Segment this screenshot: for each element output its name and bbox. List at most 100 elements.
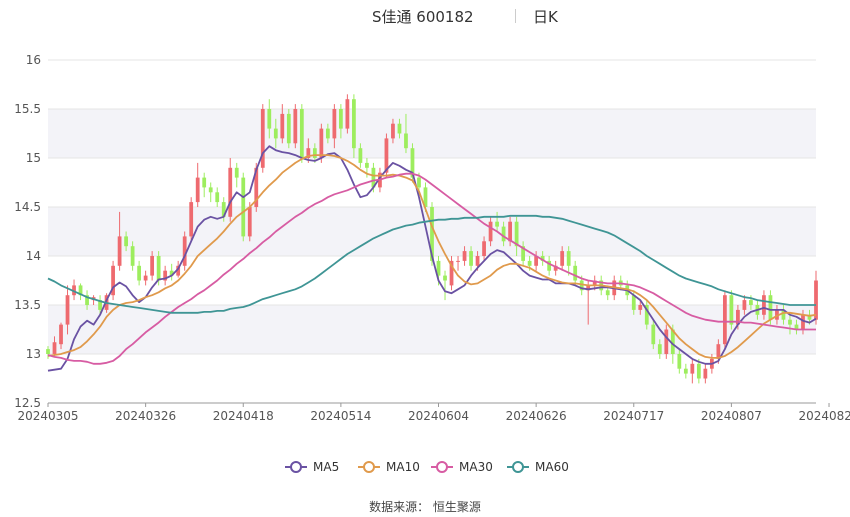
candle-body (195, 177, 200, 203)
candle (404, 113, 408, 154)
plot-band (48, 109, 816, 158)
candle (488, 216, 493, 247)
legend-item-ma10[interactable]: MA10 (358, 460, 420, 474)
candle (202, 172, 207, 198)
candle-body (573, 265, 578, 281)
candle-body (436, 260, 441, 276)
x-tick-label: 20240626 (506, 409, 567, 423)
candle-body (254, 167, 259, 207)
y-tick-label: 14.5 (14, 200, 41, 214)
candle-body (46, 349, 50, 354)
candle (117, 211, 122, 271)
candle (742, 295, 747, 315)
candle (638, 300, 643, 315)
legend-label: MA10 (386, 460, 420, 474)
candle (52, 336, 57, 356)
candle (273, 118, 278, 149)
candle-body (176, 265, 181, 276)
candle (391, 118, 395, 144)
candle (495, 211, 499, 232)
candle-body (52, 342, 57, 354)
y-tick-label: 12.5 (14, 396, 41, 410)
candle-body (534, 256, 539, 266)
candle (729, 290, 734, 330)
candle (703, 363, 708, 384)
candle-body (423, 187, 428, 207)
candle-body (553, 265, 558, 271)
candle-body (156, 256, 161, 281)
candle-body (560, 251, 565, 266)
candle (677, 349, 682, 374)
candle-body (312, 148, 317, 158)
candle (247, 202, 252, 242)
legend-item-ma30[interactable]: MA30 (431, 460, 493, 474)
x-tick-label: 20240604 (408, 409, 469, 423)
candle (352, 94, 356, 158)
candlestick-chart[interactable]: 12.5 13 13.5 14 14.5 15 15.5 16 20240305 2024032… (0, 0, 850, 495)
candle (59, 322, 63, 350)
candle (98, 295, 102, 315)
candle (501, 221, 506, 247)
candle (586, 280, 591, 325)
candle-body (299, 109, 304, 158)
candle (788, 314, 792, 335)
candle-body (137, 265, 142, 281)
legend[interactable]: MA5 MA10 MA30 MA60 (285, 460, 569, 474)
candle-body (234, 167, 239, 178)
legend-marker (363, 461, 375, 473)
legend-label: MA60 (535, 460, 569, 474)
candle (267, 99, 272, 139)
candle (397, 118, 402, 139)
candle-body (124, 236, 128, 247)
series-line-ma30 (47, 172, 816, 365)
candle (651, 319, 656, 350)
candle (228, 158, 233, 222)
candle-body (495, 221, 499, 227)
candle-body (807, 314, 812, 320)
candle-body (130, 246, 135, 266)
candle-body (762, 295, 766, 315)
legend-item-ma60[interactable]: MA60 (507, 460, 569, 474)
candle-body (286, 113, 291, 144)
series-line-ma10 (47, 154, 817, 359)
candle-body (397, 123, 402, 134)
chart-title: S佳通 600182 (372, 8, 474, 26)
candle (521, 241, 526, 266)
candle-body (410, 148, 415, 178)
y-tick-label: 16 (26, 53, 41, 67)
candle-body (462, 251, 467, 261)
candle-body (488, 221, 493, 242)
candle-body (696, 363, 701, 379)
candle-body (345, 99, 350, 129)
candle (319, 123, 324, 163)
candle-body (703, 368, 708, 379)
candle (325, 123, 330, 144)
candle (338, 104, 343, 139)
legend-item-ma5[interactable]: MA5 (285, 460, 339, 474)
candle-body (59, 324, 63, 345)
candle (547, 256, 552, 276)
x-tick-label: 20240717 (603, 409, 664, 423)
candle-body (814, 280, 818, 320)
candle-body (72, 285, 76, 296)
candle-body (78, 285, 83, 296)
series-line-ma5 (47, 145, 817, 372)
candle-body (143, 275, 148, 281)
candle (215, 187, 220, 207)
candle-body (651, 324, 656, 345)
candle (293, 104, 298, 149)
legend-label: MA5 (313, 460, 339, 474)
candle-body (111, 265, 115, 296)
x-tick-label: 20240326 (115, 409, 176, 423)
candle (345, 94, 350, 134)
candle (560, 246, 565, 271)
candle (690, 358, 695, 384)
candle-body (228, 167, 233, 217)
candle-body (371, 167, 376, 188)
candle-body (417, 177, 421, 188)
candle (664, 324, 669, 359)
candle-body (221, 202, 226, 217)
x-tick-label: 20240514 (310, 409, 371, 423)
candle-body (456, 260, 460, 262)
